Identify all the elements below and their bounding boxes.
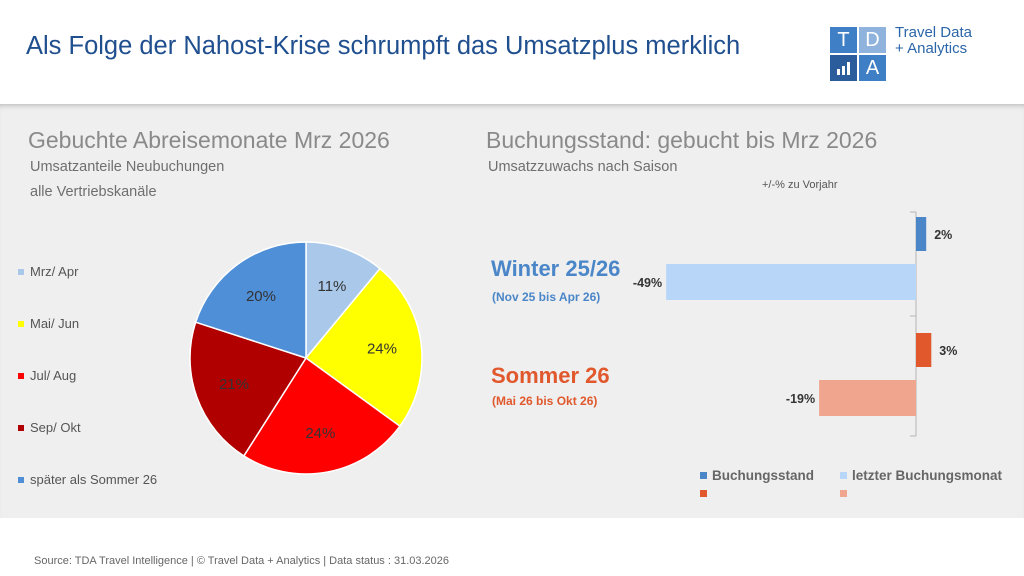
pie-slice-1	[304, 267, 423, 428]
bar-label-1-0: 3%	[939, 344, 957, 358]
pie-slice-label-0: 11%	[317, 278, 346, 295]
pie-slice-2	[242, 356, 401, 475]
legend-swatch-blue	[700, 472, 707, 479]
legend-buchungsstand: Buchungsstand	[700, 468, 814, 483]
pie-slice-3	[189, 321, 308, 457]
summer-range: (Mai 26 bis Okt 26)	[492, 394, 598, 408]
footer-source: Source: TDA Travel Intelligence | © Trav…	[34, 555, 450, 567]
right-subheading: Umsatzzuwachs nach Saison	[488, 159, 678, 175]
left-subheading-1: Umsatzanteile Neubuchungen	[30, 159, 225, 175]
pie-slice-label-1: 24%	[367, 340, 397, 357]
pie-legend-swatch-4	[18, 476, 24, 483]
winter-range: (Nov 25 bis Apr 26)	[492, 290, 601, 304]
legend-swatch-salmon	[840, 490, 847, 497]
left-heading: Gebuchte Abreisemonate Mrz 2026	[28, 127, 390, 153]
pie-legend-label-1: Mai/ Jun	[30, 316, 80, 331]
pie-legend-label-3: Sep/ Okt	[30, 420, 81, 435]
pie-legend-item-1: Mai/ Jun	[18, 316, 79, 331]
pie-legend-swatch-0	[18, 268, 24, 275]
pie-legend-item-2: Jul/ Aug	[18, 368, 76, 383]
legend-letzter-buchungsmonat: letzter Buchungsmonat	[840, 468, 1002, 483]
summer-title: Sommer 26	[491, 363, 610, 388]
legend-summer-letzter	[840, 490, 852, 497]
pie-legend-label-2: Jul/ Aug	[30, 368, 77, 383]
bar-chart: 2% -49% 3% -19%	[633, 211, 957, 437]
pie-slice-0	[305, 241, 381, 361]
pie-legend-item-3: Sep/ Okt	[18, 420, 81, 435]
logo-wordmark: Travel Data + Analytics	[895, 25, 972, 57]
content-panel: Gebuchte Abreisemonate Mrz 2026 Umsatzan…	[0, 104, 1024, 518]
bar-0-0	[916, 217, 927, 251]
bar-label-0-0: 2%	[934, 228, 952, 242]
logo-letter-a: A	[859, 55, 886, 81]
bar-1-0	[916, 333, 932, 367]
bar-1-1	[819, 380, 916, 416]
logo-name-line1: Travel Data	[895, 24, 972, 41]
pie-slice-label-3: 21%	[219, 376, 249, 393]
logo-letter-d: D	[859, 27, 886, 53]
pie-legend-label-0: Mrz/ Apr	[30, 264, 79, 279]
logo-name-line2: + Analytics	[895, 40, 968, 57]
pie-slice-label-2: 24%	[305, 425, 335, 442]
left-subheading-2: alle Vertriebskanäle	[30, 184, 157, 200]
pie-legend-item-4: später als Sommer 26	[18, 472, 157, 487]
bar-chart-icon	[830, 55, 857, 81]
axis-note: +/-% zu Vorjahr	[762, 179, 838, 191]
pie-legend-label-4: später als Sommer 26	[30, 472, 158, 487]
legend-label-letzter-buchungsmonat: letzter Buchungsmonat	[852, 468, 1003, 483]
pie-legend-item-0: Mrz/ Apr	[18, 264, 78, 279]
bar-label-0-1: -49%	[633, 276, 662, 290]
winter-title: Winter 25/26	[491, 256, 621, 281]
pie-slice-label-4: 20%	[246, 288, 276, 305]
pie-legend-swatch-3	[18, 424, 24, 431]
pie-chart: 11% 24% 24% 21% 20%	[189, 241, 423, 475]
bar-label-1-1: -19%	[786, 392, 815, 406]
bar-0-1	[666, 264, 916, 300]
tda-logo: T D A	[830, 27, 886, 81]
legend-label-buchungsstand: Buchungsstand	[712, 468, 815, 483]
pie-legend-swatch-2	[18, 372, 24, 379]
right-heading: Buchungsstand: gebucht bis Mrz 2026	[486, 127, 878, 153]
legend-swatch-orange	[700, 490, 707, 497]
page-title: Als Folge der Nahost-Krise schrumpft das…	[26, 32, 741, 60]
pie-slice-4	[194, 241, 307, 360]
legend-summer-buchungsstand	[700, 490, 712, 497]
legend-swatch-lightblue	[840, 472, 847, 479]
logo-letter-t: T	[830, 27, 857, 53]
pie-legend-swatch-1	[18, 320, 24, 327]
